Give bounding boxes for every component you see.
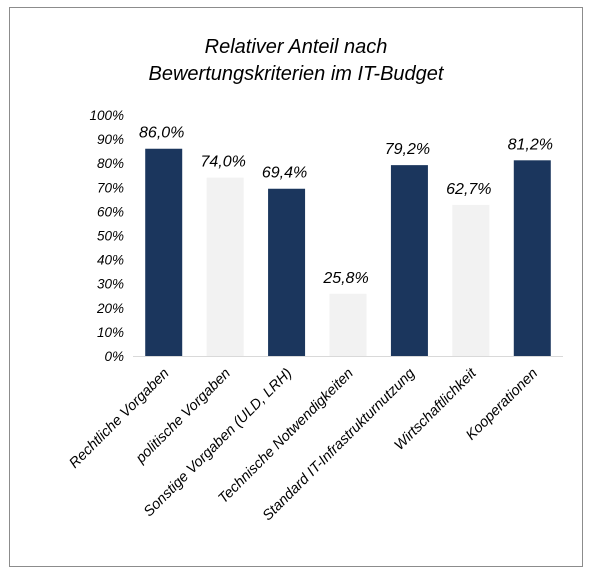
y-tick-label: 10% [97, 325, 124, 340]
y-tick-label: 50% [97, 229, 124, 244]
y-tick-label: 40% [97, 253, 124, 268]
data-label: 62,7% [446, 181, 491, 198]
bar [206, 177, 244, 356]
y-tick-label: 80% [97, 156, 124, 171]
y-tick-label: 60% [97, 204, 124, 219]
y-tick-label: 0% [104, 349, 124, 364]
y-tick-label: 70% [97, 180, 124, 195]
data-label: 69,4% [262, 165, 307, 182]
bar [145, 148, 183, 356]
bar [390, 165, 428, 356]
data-label: 79,2% [385, 141, 430, 158]
data-label: 74,0% [200, 154, 245, 171]
y-tick-label: 90% [97, 132, 124, 147]
chart-title-line-2: Bewertungskriterien im IT-Budget [148, 63, 444, 85]
y-tick-label: 100% [89, 108, 124, 123]
bar [268, 188, 306, 356]
bar [452, 204, 490, 356]
data-label: 86,0% [139, 125, 184, 142]
bar [513, 160, 551, 356]
category-label: Rechtliche Vorgaben [66, 366, 172, 472]
y-tick-label: 30% [97, 277, 124, 292]
bar [329, 293, 367, 356]
data-label: 25,8% [322, 270, 368, 287]
data-label: 81,2% [508, 136, 553, 153]
chart-title-line-1: Relativer Anteil nach [204, 36, 388, 58]
y-tick-label: 20% [96, 301, 124, 316]
